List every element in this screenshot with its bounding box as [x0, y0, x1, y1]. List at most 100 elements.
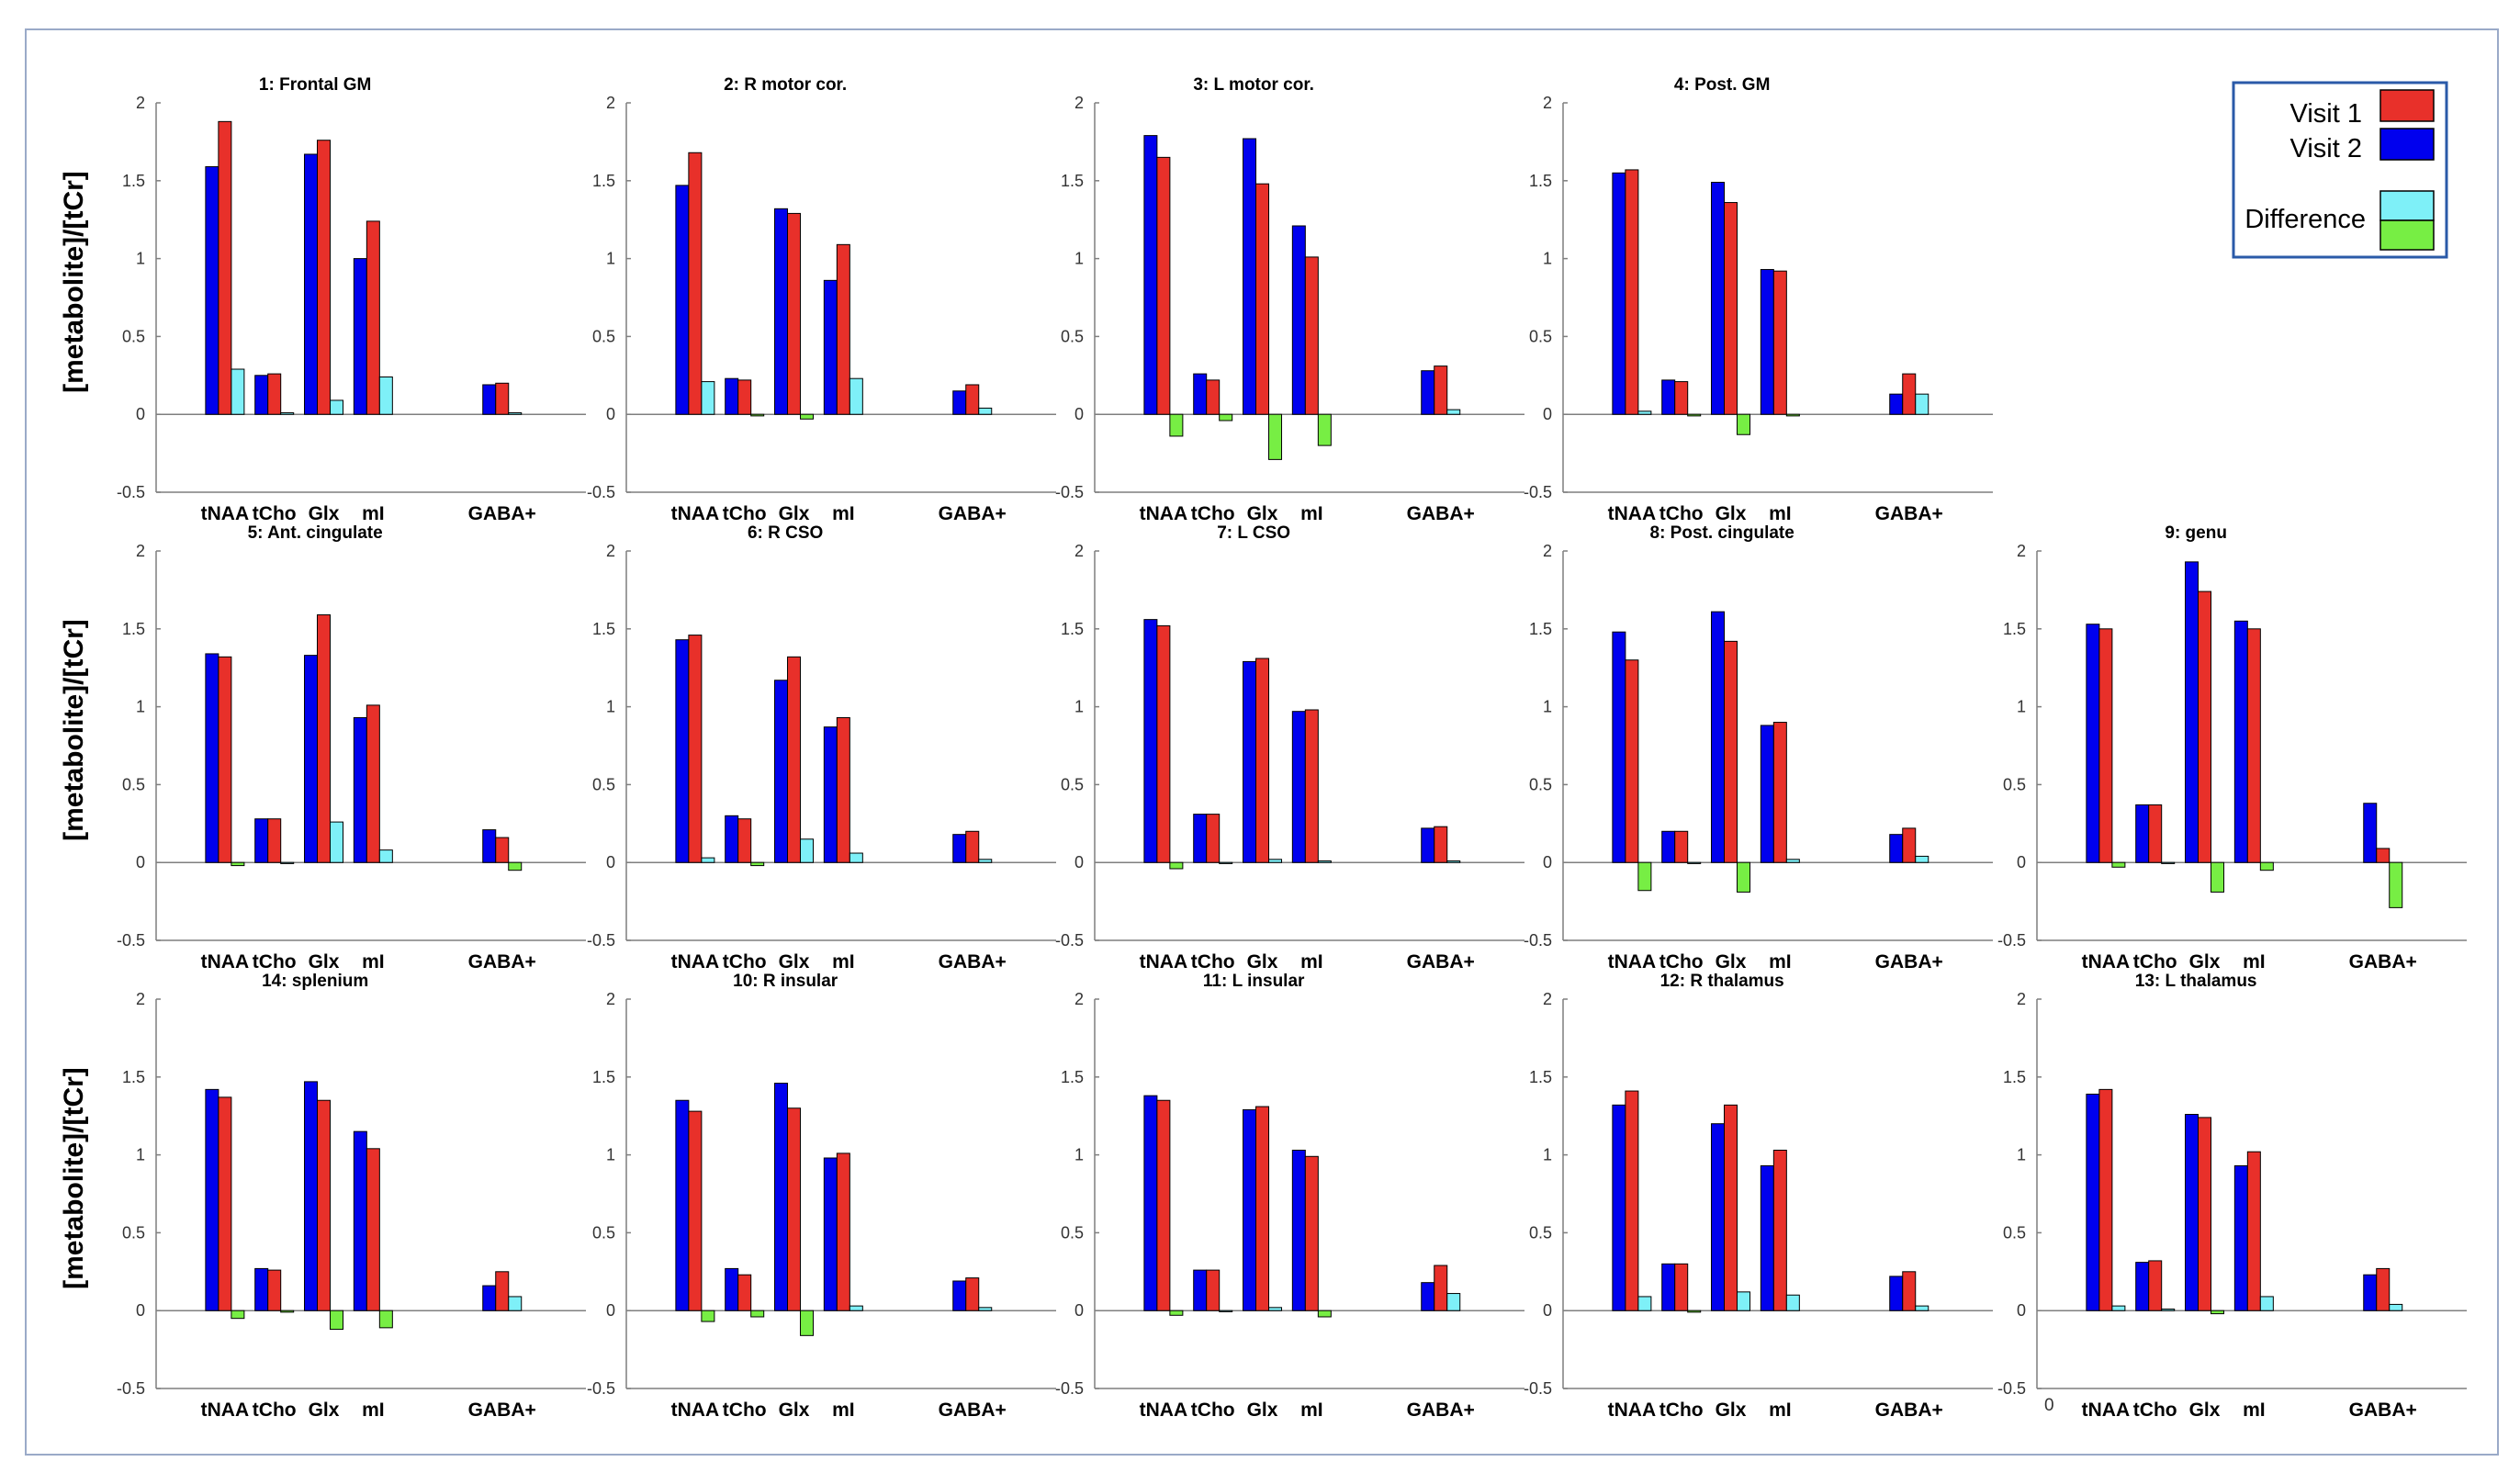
bar-difference — [1268, 1307, 1283, 1311]
x-tick-label: tCho — [2133, 1400, 2177, 1421]
y-tick-label: -0.5 — [1524, 483, 1552, 501]
bar-visit2 — [2086, 1093, 2100, 1311]
x-tick-label: GABA+ — [2349, 951, 2417, 972]
x-tick-label: tNAA — [2082, 951, 2131, 972]
legend-difference-label: Difference — [2244, 205, 2366, 234]
bar-visit1 — [2246, 1151, 2261, 1311]
x-tick-label: tCho — [1659, 503, 1704, 524]
bar-visit2 — [254, 1267, 269, 1311]
bar-difference — [978, 407, 993, 415]
x-tick-label: tNAA — [1608, 503, 1657, 524]
y-tick-label: 2 — [2017, 542, 2026, 560]
bar-difference — [750, 1310, 765, 1318]
y-tick-label: -0.5 — [1997, 931, 2026, 950]
y-tick-label: 0.5 — [592, 327, 615, 345]
x-tick-label: tCho — [253, 951, 297, 972]
x-tick-label: tNAA — [1140, 503, 1188, 524]
bar-difference — [1268, 413, 1283, 460]
bar-visit2 — [2233, 1164, 2248, 1311]
x-tick-label: Glx — [1716, 503, 1747, 524]
chart-title: 6: R CSO — [748, 523, 823, 543]
bar-visit1 — [787, 1107, 802, 1311]
bar-visit2 — [1291, 711, 1306, 863]
bar-difference — [1785, 859, 1800, 863]
y-tick-label: 1.5 — [1061, 1068, 1084, 1086]
bar-difference — [1915, 855, 1929, 863]
bar-difference — [330, 821, 344, 863]
bar-visit1 — [836, 1152, 850, 1311]
y-tick-label: 0 — [606, 1301, 615, 1320]
bar-visit2 — [2363, 803, 2378, 863]
bar-visit1 — [836, 243, 850, 415]
bar-difference — [231, 861, 245, 867]
chart-title: 2: R motor cor. — [724, 75, 847, 95]
x-tick-label: Glx — [2189, 1400, 2221, 1421]
bar-difference — [1219, 1310, 1233, 1312]
bar-visit1 — [2198, 1117, 2212, 1311]
bar-visit1 — [787, 656, 802, 863]
bar-difference — [378, 849, 393, 863]
x-tick-label: mI — [362, 503, 385, 524]
legend: Visit 1 Visit 2 Difference — [2232, 81, 2448, 259]
y-tick-label: 2 — [1543, 990, 1552, 1008]
bar-visit2 — [1143, 135, 1158, 415]
bar-difference — [849, 1305, 863, 1311]
bar-visit2 — [952, 1280, 967, 1311]
bar-difference — [1737, 1291, 1751, 1311]
bar-difference — [1785, 413, 1800, 417]
chart-panel: 9: genu -0.5 0 0.5 1 1.5 2 tNAA tCho Glx mI GABA+ — [1997, 523, 2467, 972]
bar-visit1 — [688, 152, 703, 415]
y-tick-label: 1 — [1074, 698, 1084, 716]
panels-group: 1: Frontal GM -0.5 0 0.5 1 1.5 2 [metabolite]/[… — [59, 75, 2467, 1421]
bar-visit1 — [2198, 590, 2212, 863]
bar-difference — [1637, 1296, 1652, 1311]
y-tick-label: 1 — [136, 698, 145, 716]
bar-visit1 — [1772, 1150, 1787, 1311]
x-tick-label: Glx — [779, 503, 810, 524]
legend-difference-neg-swatch — [2379, 219, 2435, 251]
bar-visit1 — [218, 1096, 232, 1311]
y-tick-label: 1.5 — [122, 172, 145, 190]
y-tick-label: 0.5 — [122, 775, 145, 793]
bar-visit1 — [317, 614, 332, 863]
bar-visit2 — [2135, 1262, 2150, 1311]
bar-visit2 — [205, 1088, 219, 1311]
bar-visit2 — [482, 829, 497, 863]
chart-title: 10: R insular — [733, 972, 838, 991]
bar-difference — [1637, 861, 1652, 892]
y-tick-label: 1 — [606, 250, 615, 268]
y-tick-label: 0 — [606, 405, 615, 423]
bar-difference — [2259, 1296, 2274, 1311]
chart-title: 4: Post. GM — [1674, 75, 1771, 95]
x-tick-label: GABA+ — [468, 951, 536, 972]
bar-difference — [701, 381, 715, 415]
bar-visit2 — [1711, 1123, 1726, 1311]
bar-visit2 — [1889, 393, 1904, 415]
y-tick-label: 0.5 — [592, 775, 615, 793]
bar-visit2 — [2135, 804, 2150, 863]
y-tick-label: 0.5 — [1061, 1223, 1084, 1242]
y-tick-label: 0 — [136, 1301, 145, 1320]
bar-visit1 — [1206, 1269, 1221, 1311]
bar-visit2 — [1243, 138, 1257, 415]
bar-visit1 — [1674, 1263, 1689, 1311]
x-tick-label: mI — [1300, 951, 1323, 972]
x-tick-label: GABA+ — [468, 1400, 536, 1421]
x-tick-label: GABA+ — [1407, 1400, 1475, 1421]
y-tick-label: -0.5 — [1055, 1379, 1084, 1398]
bar-visit2 — [304, 1081, 319, 1311]
bar-visit1 — [1255, 1106, 1270, 1311]
x-tick-label: Glx — [779, 1400, 810, 1421]
y-tick-label: -0.5 — [1997, 1379, 2026, 1398]
y-tick-label: 0.5 — [122, 327, 145, 345]
x-tick-label: GABA+ — [1875, 951, 1943, 972]
y-tick-label: 0.5 — [1061, 327, 1084, 345]
bar-visit1 — [1724, 640, 1738, 863]
x-tick-label: Glx — [779, 951, 810, 972]
x-tick-label: tNAA — [1140, 951, 1188, 972]
bar-visit1 — [1674, 830, 1689, 863]
x-tick-label: tCho — [723, 503, 767, 524]
bar-visit1 — [1902, 373, 1917, 415]
y-tick-label: 1 — [1074, 250, 1084, 268]
chart-panel: 6: R CSO -0.5 0 0.5 1 1.5 2 tNAA tCho Glx mI GABA+ — [587, 523, 1056, 972]
